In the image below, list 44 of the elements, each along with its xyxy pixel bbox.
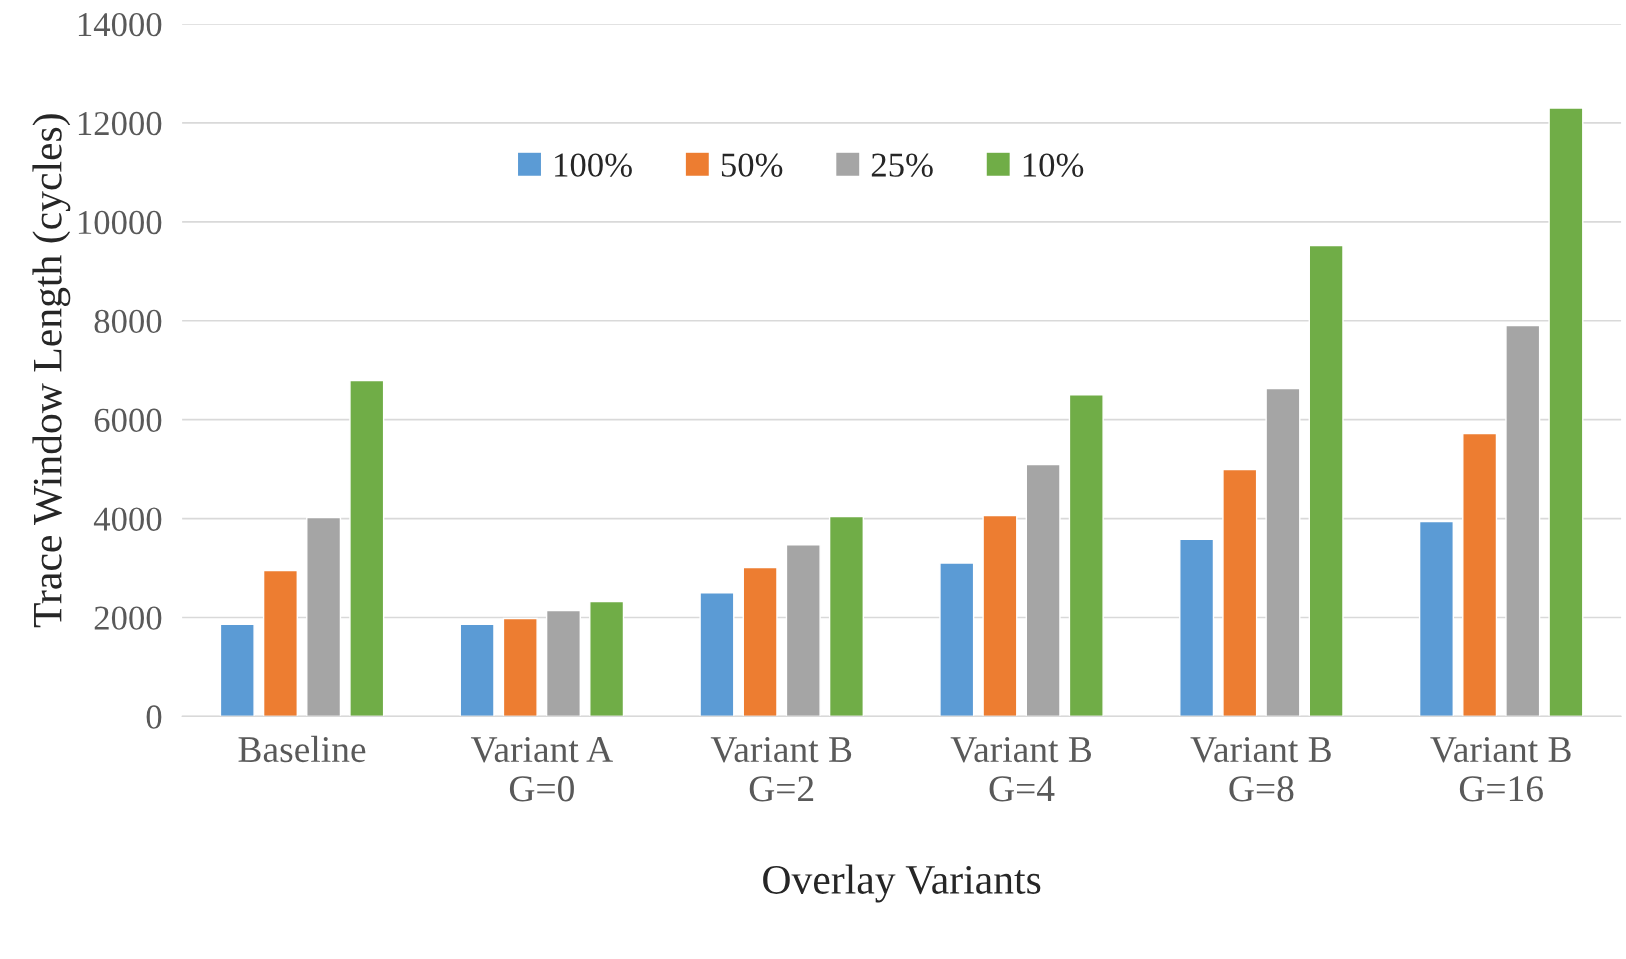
legend-label: 50% (721, 153, 783, 177)
x-axis-title: Overlay Variants (763, 864, 1041, 903)
bar (1462, 432, 1498, 717)
x-tick-label: Variant A G=0 (470, 737, 613, 802)
legend-label: 10% (1023, 153, 1084, 177)
bar (699, 592, 735, 717)
bar (1179, 538, 1215, 717)
bar (1308, 244, 1344, 717)
x-tick-label: Baseline (238, 735, 366, 763)
bar (502, 617, 538, 717)
bar (742, 566, 778, 717)
y-tick-label: 10000 (78, 210, 162, 235)
y-tick-label: 6000 (94, 408, 162, 433)
bar (1265, 387, 1301, 717)
x-tick-label: Variant B G=4 (950, 737, 1092, 802)
bar (1025, 463, 1061, 717)
y-tick-label: 12000 (78, 111, 162, 136)
y-tick-label: 8000 (94, 309, 162, 334)
bar (545, 609, 581, 717)
bar (1222, 468, 1258, 717)
y-axis-title: Trace Window Length (cycles) (32, 114, 71, 628)
bar (982, 514, 1018, 717)
x-tick-label: Variant B G=8 (1190, 737, 1331, 802)
legend-label: 100% (555, 153, 632, 177)
y-tick-label: 2000 (94, 606, 162, 630)
bar (459, 623, 495, 717)
bar (1505, 324, 1541, 717)
bar (1418, 520, 1454, 717)
y-tick-label: 0 (146, 705, 162, 729)
bar (785, 544, 821, 717)
bar (219, 623, 255, 717)
bar (939, 562, 975, 717)
y-tick-label: 14000 (78, 12, 162, 37)
x-tick-label: Variant B G=2 (710, 737, 852, 802)
bar (828, 515, 864, 717)
bar (349, 379, 385, 717)
bar (589, 600, 625, 717)
bar (262, 569, 298, 717)
y-tick-label: 4000 (93, 507, 162, 531)
x-tick-label: Variant B G=16 (1430, 737, 1571, 802)
bar (1068, 394, 1104, 717)
legend-label: 25% (871, 153, 933, 177)
bar (1548, 107, 1584, 717)
bar (306, 516, 342, 717)
